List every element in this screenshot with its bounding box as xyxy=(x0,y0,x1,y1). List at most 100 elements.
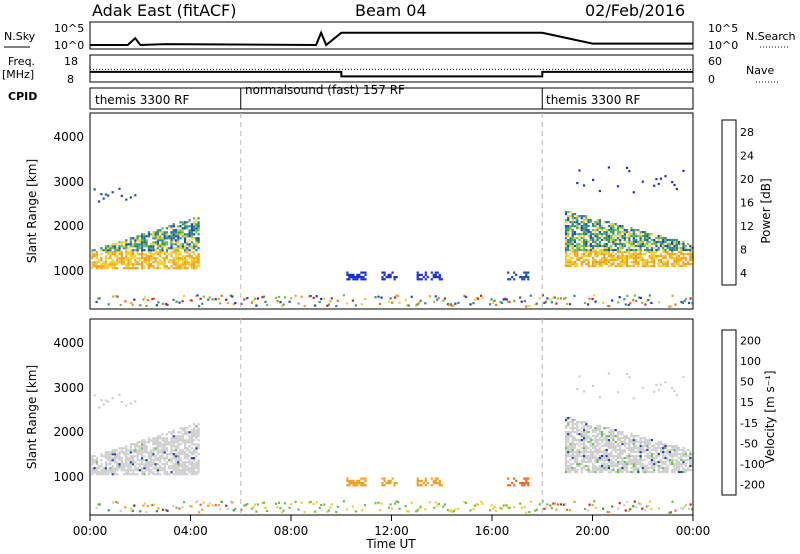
velocity-cell xyxy=(113,459,117,462)
velocity-cell xyxy=(193,471,196,474)
power-cell xyxy=(569,244,572,248)
power-cell xyxy=(671,242,674,246)
power-cell xyxy=(232,303,235,306)
power-cell xyxy=(610,240,613,244)
velocity-cell xyxy=(170,465,173,468)
power-cell xyxy=(571,242,574,246)
velocity-cell xyxy=(163,465,166,468)
power-cell xyxy=(662,256,665,260)
power-cell xyxy=(616,254,620,258)
velocity-cell xyxy=(619,452,622,456)
power-cell xyxy=(596,229,599,232)
power-cell xyxy=(364,273,367,276)
velocity-cell xyxy=(680,506,683,510)
velocity-cell xyxy=(489,509,492,512)
power-cell xyxy=(207,298,210,301)
power-cell xyxy=(147,251,150,254)
power-cell xyxy=(583,244,586,248)
velocity-cell xyxy=(150,459,153,462)
velocity-cell xyxy=(639,502,642,506)
velocity-cell xyxy=(564,464,568,468)
power-cell xyxy=(181,221,184,224)
velocity-cell xyxy=(129,467,132,470)
power-cell xyxy=(177,241,180,244)
power-cell xyxy=(143,239,146,242)
velocity-cell xyxy=(188,439,191,442)
velocity-cell xyxy=(104,457,107,460)
velocity-cell xyxy=(197,453,200,456)
power-cell xyxy=(641,242,644,246)
velocity-cell xyxy=(587,454,590,458)
velocity-cell xyxy=(583,439,586,442)
velocity-cell xyxy=(134,455,137,458)
power-cell xyxy=(434,271,437,274)
velocity-cell xyxy=(596,435,599,438)
power-cell xyxy=(181,263,184,266)
velocity-cell xyxy=(659,458,662,462)
power-cell xyxy=(614,248,617,252)
power-cell xyxy=(104,251,107,254)
velocity-cell xyxy=(141,445,144,448)
velocity-cell xyxy=(397,501,400,504)
velocity-cell xyxy=(592,384,595,387)
velocity-cell xyxy=(308,501,311,504)
power-cell xyxy=(682,256,685,260)
velocity-cell xyxy=(141,439,144,442)
power-cell xyxy=(165,267,169,270)
power-cell xyxy=(668,248,672,252)
velocity-cell xyxy=(190,469,193,472)
power-cell xyxy=(616,225,620,228)
velocity-cell xyxy=(163,469,166,472)
power-cell xyxy=(592,225,595,228)
power-cell xyxy=(601,244,604,248)
power-cell xyxy=(184,241,187,244)
power-cell xyxy=(605,246,608,250)
velocity-cell xyxy=(129,461,132,464)
velocity-cell xyxy=(594,439,597,442)
velocity-cell xyxy=(111,451,114,454)
velocity-cell xyxy=(569,462,572,466)
velocity-cell xyxy=(352,479,355,482)
power-cell xyxy=(125,265,128,268)
power-cell xyxy=(639,235,642,238)
power-cell xyxy=(632,264,635,268)
power-cell xyxy=(646,248,649,252)
power-cell xyxy=(457,301,460,304)
power-cell xyxy=(104,257,107,260)
velocity-cell xyxy=(569,435,572,438)
velocity-cell xyxy=(145,445,148,448)
power-cell xyxy=(188,255,191,258)
velocity-cell xyxy=(523,484,526,487)
power-cell xyxy=(172,225,175,228)
velocity-cell xyxy=(129,465,132,468)
power-cell xyxy=(398,301,401,304)
power-cell xyxy=(625,256,629,260)
power-cell xyxy=(170,251,173,254)
velocity-cell xyxy=(172,455,175,458)
freq-tick-top: 18 xyxy=(64,55,78,68)
velocity-cell xyxy=(603,444,606,448)
power-cell xyxy=(619,227,622,230)
velocity-cell xyxy=(607,460,610,464)
power-cell xyxy=(395,294,398,297)
power-cell xyxy=(612,223,615,226)
power-cell xyxy=(100,257,103,260)
velocity-cell xyxy=(628,376,631,379)
velocity-cell xyxy=(195,449,198,452)
velocity-cell xyxy=(118,467,121,470)
power-cell xyxy=(190,263,193,266)
velocity-cell xyxy=(195,425,198,428)
power-cell xyxy=(671,246,674,250)
velocity-cell xyxy=(195,463,198,466)
velocity-cell xyxy=(645,505,648,508)
velocity-cell xyxy=(596,429,599,432)
power-cell xyxy=(134,267,137,270)
power-cell xyxy=(150,245,153,248)
power-cell xyxy=(111,245,114,248)
velocity-cell xyxy=(102,403,105,406)
velocity-cell xyxy=(610,437,613,440)
power-cell xyxy=(472,302,475,305)
power-cell xyxy=(623,256,626,260)
velocity-cell xyxy=(346,484,349,487)
velocity-cell xyxy=(170,439,173,442)
